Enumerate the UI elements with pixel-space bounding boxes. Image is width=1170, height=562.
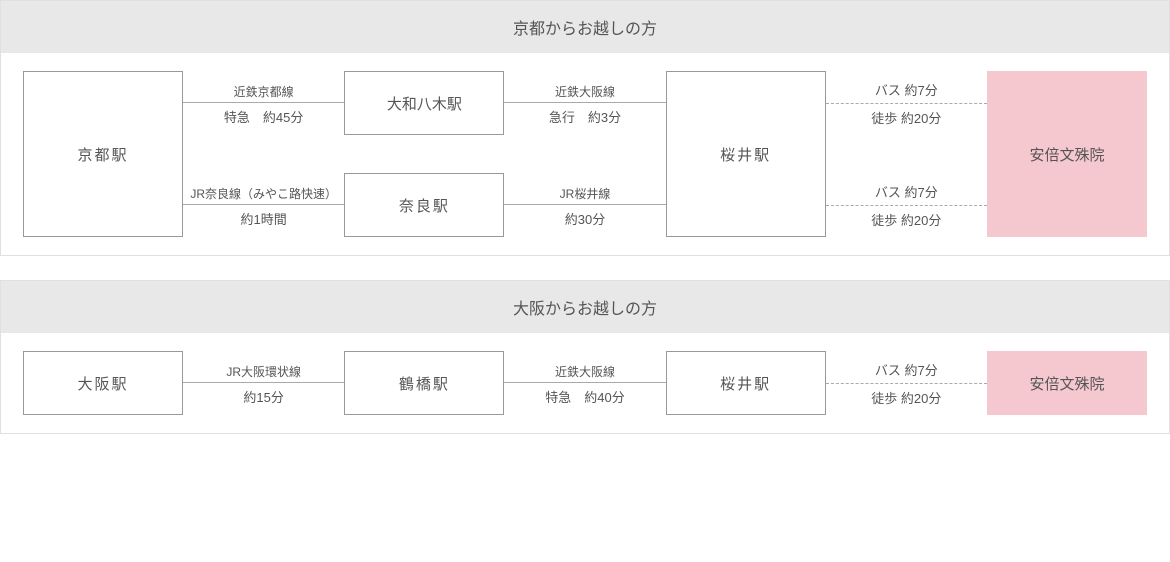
last-mile-bus: バス 約7分 — [826, 356, 987, 383]
segment-detail: 約15分 — [237, 383, 289, 408]
segment-detail: 特急 約40分 — [539, 383, 630, 408]
station-sakurai-osaka: 桜井駅 — [666, 351, 826, 415]
segment-nara-sakurai: JR桜井線 約30分 — [504, 173, 665, 237]
segment-detail: 特急 約45分 — [218, 103, 309, 128]
osaka-section: 大阪からお越しの方 大阪駅 JR大阪環状線 約15分 鶴橋駅 近鉄大阪線 特急 … — [0, 280, 1170, 434]
segment-detail: 急行 約3分 — [543, 103, 627, 128]
segment-last-mile-top: バス 約7分 徒歩 約20分 — [826, 71, 987, 135]
segment-line-name: 近鉄京都線 — [228, 79, 300, 102]
osaka-header: 大阪からお越しの方 — [1, 281, 1169, 333]
segment-last-mile-osaka: バス 約7分 徒歩 約20分 — [826, 351, 987, 415]
last-mile-walk: 徒歩 約20分 — [826, 104, 987, 131]
station-kyoto: 京都駅 — [23, 71, 183, 237]
segment-line-name: JR桜井線 — [554, 181, 617, 204]
last-mile-walk: 徒歩 約20分 — [826, 206, 987, 233]
station-sakurai: 桜井駅 — [666, 71, 826, 237]
station-yagi: 大和八木駅 — [344, 71, 504, 135]
osaka-body: 大阪駅 JR大阪環状線 約15分 鶴橋駅 近鉄大阪線 特急 約40分 桜井駅 バ… — [1, 333, 1169, 433]
segment-line-name: JR大阪環状線 — [220, 359, 307, 382]
segment-kyoto-nara: JR奈良線（みやこ路快速） 約1時間 — [183, 173, 344, 237]
segment-line-name: 近鉄大阪線 — [549, 79, 621, 102]
segment-osaka-tsuruhashi: JR大阪環状線 約15分 — [183, 351, 344, 415]
segment-kyoto-yagi: 近鉄京都線 特急 約45分 — [183, 71, 344, 135]
station-osaka: 大阪駅 — [23, 351, 183, 415]
segment-last-mile-bottom: バス 約7分 徒歩 約20分 — [826, 173, 987, 237]
segment-tsuruhashi-sakurai: 近鉄大阪線 特急 約40分 — [504, 351, 665, 415]
destination-abemonjuin: 安倍文殊院 — [987, 71, 1147, 237]
kyoto-grid: 京都駅 近鉄京都線 特急 約45分 大和八木駅 近鉄大阪線 急行 約3分 桜井駅… — [23, 71, 1147, 237]
segment-detail: 約1時間 — [235, 205, 293, 230]
segment-line-name: 近鉄大阪線 — [549, 359, 621, 382]
segment-line-name: JR奈良線（みやこ路快速） — [184, 181, 343, 204]
osaka-grid: 大阪駅 JR大阪環状線 約15分 鶴橋駅 近鉄大阪線 特急 約40分 桜井駅 バ… — [23, 351, 1147, 415]
segment-yagi-sakurai: 近鉄大阪線 急行 約3分 — [504, 71, 665, 135]
last-mile-walk: 徒歩 約20分 — [826, 384, 987, 411]
destination-abemonjuin-osaka: 安倍文殊院 — [987, 351, 1147, 415]
kyoto-header: 京都からお越しの方 — [1, 1, 1169, 53]
station-tsuruhashi: 鶴橋駅 — [344, 351, 504, 415]
station-nara: 奈良駅 — [344, 173, 504, 237]
kyoto-section: 京都からお越しの方 京都駅 近鉄京都線 特急 約45分 大和八木駅 近鉄大阪線 … — [0, 0, 1170, 256]
segment-detail: 約30分 — [559, 205, 611, 230]
last-mile-bus: バス 約7分 — [826, 76, 987, 103]
kyoto-body: 京都駅 近鉄京都線 特急 約45分 大和八木駅 近鉄大阪線 急行 約3分 桜井駅… — [1, 53, 1169, 255]
last-mile-bus: バス 約7分 — [826, 178, 987, 205]
